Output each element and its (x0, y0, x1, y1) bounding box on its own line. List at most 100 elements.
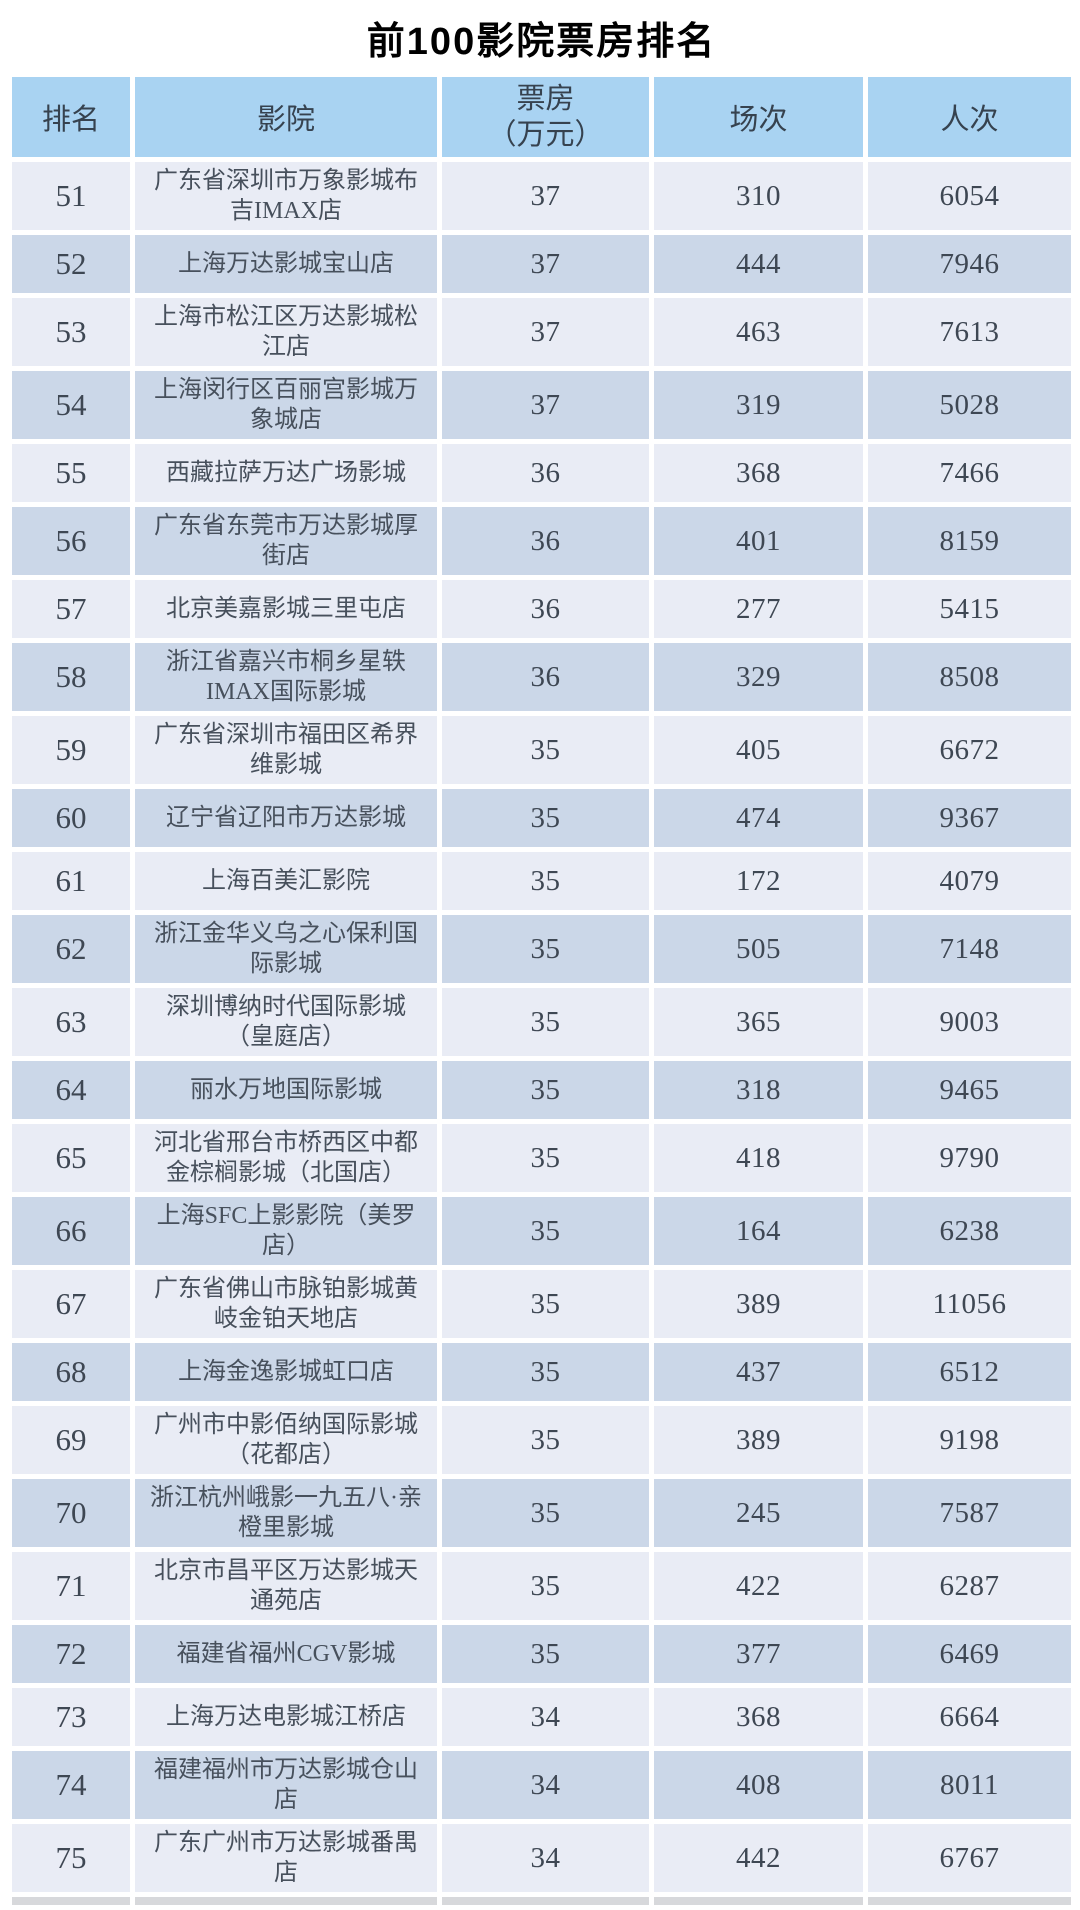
cinema-cell: 上海市松江区万达影城松江店 (135, 298, 437, 366)
cinema-cell: 河北省邢台市桥西区中都金棕榈影城（北国店） (135, 1124, 437, 1192)
cinema-cell: 广东省东莞市万达影城厚街店 (135, 507, 437, 575)
sessions-cell: 389 (654, 1406, 863, 1474)
cinema-cell: 上海闵行区百丽宫影城万象城店 (135, 371, 437, 439)
sessions-cell: 401 (654, 507, 863, 575)
cinema-cell: 上海SFC上影影院（美罗店） (135, 1197, 437, 1265)
cinema-cell: 广东广州市万达影城番禺店 (135, 1824, 437, 1892)
boxoffice-cell: 35 (442, 1406, 649, 1474)
cinema-cell: 辽宁省辽阳市万达影城 (135, 789, 437, 847)
header-row: 排名 影院 票房 （万元） 场次 人次 (12, 77, 1071, 157)
boxoffice-cell: 35 (442, 1343, 649, 1401)
admissions-cell: 9198 (868, 1406, 1071, 1474)
table-row: 70 浙江杭州峨影一九五八·亲橙里影城 35 245 7587 (12, 1479, 1071, 1547)
boxoffice-cell: 35 (442, 915, 649, 983)
cutoff-next-row (12, 1897, 1071, 1905)
cinema-cell: 广东省佛山市脉铂影城黄岐金铂天地店 (135, 1270, 437, 1338)
rank-cell: 64 (12, 1061, 130, 1119)
cinema-cell: 上海万达影城宝山店 (135, 235, 437, 293)
admissions-cell: 9003 (868, 988, 1071, 1056)
page-title: 前100影院票房排名 (366, 21, 717, 63)
table-row: 51 广东省深圳市万象影城布吉IMAX店 37 310 6054 (12, 162, 1071, 230)
col-header-boxoffice: 票房 （万元） (442, 77, 649, 157)
admissions-cell: 7946 (868, 235, 1071, 293)
admissions-cell: 6664 (868, 1688, 1071, 1746)
admissions-cell: 6672 (868, 716, 1071, 784)
cinema-cell: 西藏拉萨万达广场影城 (135, 444, 437, 502)
table-row: 62 浙江金华义乌之心保利国际影城 35 505 7148 (12, 915, 1071, 983)
admissions-cell: 5415 (868, 580, 1071, 638)
cinema-cell: 上海金逸影城虹口店 (135, 1343, 437, 1401)
boxoffice-cell: 34 (442, 1688, 649, 1746)
admissions-cell: 11056 (868, 1270, 1071, 1338)
table-row: 72 福建省福州CGV影城 35 377 6469 (12, 1625, 1071, 1683)
admissions-cell: 7148 (868, 915, 1071, 983)
table-row: 54 上海闵行区百丽宫影城万象城店 37 319 5028 (12, 371, 1071, 439)
boxoffice-cell: 34 (442, 1751, 649, 1819)
boxoffice-cell: 35 (442, 1552, 649, 1620)
boxoffice-cell: 37 (442, 162, 649, 230)
table-row: 67 广东省佛山市脉铂影城黄岐金铂天地店 35 389 11056 (12, 1270, 1071, 1338)
sessions-cell: 474 (654, 789, 863, 847)
sessions-cell: 245 (654, 1479, 863, 1547)
sessions-cell: 405 (654, 716, 863, 784)
boxoffice-cell: 36 (442, 444, 649, 502)
table-row: 68 上海金逸影城虹口店 35 437 6512 (12, 1343, 1071, 1401)
admissions-cell: 8159 (868, 507, 1071, 575)
boxoffice-cell: 36 (442, 580, 649, 638)
col-header-sessions: 场次 (654, 77, 863, 157)
cinema-cell: 福建福州市万达影城仓山店 (135, 1751, 437, 1819)
col-header-rank: 排名 (12, 77, 130, 157)
admissions-cell: 8011 (868, 1751, 1071, 1819)
rank-cell: 52 (12, 235, 130, 293)
cinema-cell: 浙江金华义乌之心保利国际影城 (135, 915, 437, 983)
cutoff-cell (868, 1897, 1071, 1905)
admissions-cell: 9367 (868, 789, 1071, 847)
sessions-cell: 437 (654, 1343, 863, 1401)
table-row: 60 辽宁省辽阳市万达影城 35 474 9367 (12, 789, 1071, 847)
table-row: 56 广东省东莞市万达影城厚街店 36 401 8159 (12, 507, 1071, 575)
cutoff-cell (654, 1897, 863, 1905)
sessions-cell: 408 (654, 1751, 863, 1819)
table-row: 69 广州市中影佰纳国际影城（花都店） 35 389 9198 (12, 1406, 1071, 1474)
boxoffice-cell: 35 (442, 1124, 649, 1192)
rank-cell: 72 (12, 1625, 130, 1683)
rank-cell: 62 (12, 915, 130, 983)
rank-cell: 71 (12, 1552, 130, 1620)
boxoffice-cell: 35 (442, 1061, 649, 1119)
rank-cell: 54 (12, 371, 130, 439)
rank-cell: 51 (12, 162, 130, 230)
admissions-cell: 7613 (868, 298, 1071, 366)
cutoff-cell (442, 1897, 649, 1905)
boxoffice-cell: 37 (442, 371, 649, 439)
admissions-cell: 7587 (868, 1479, 1071, 1547)
sessions-cell: 368 (654, 444, 863, 502)
boxoffice-cell: 36 (442, 643, 649, 711)
sessions-cell: 463 (654, 298, 863, 366)
table-row: 74 福建福州市万达影城仓山店 34 408 8011 (12, 1751, 1071, 1819)
rank-cell: 56 (12, 507, 130, 575)
cinema-cell: 广东省深圳市万象影城布吉IMAX店 (135, 162, 437, 230)
cinema-cell: 北京美嘉影城三里屯店 (135, 580, 437, 638)
cinema-cell: 丽水万地国际影城 (135, 1061, 437, 1119)
cinema-cell: 上海万达电影城江桥店 (135, 1688, 437, 1746)
admissions-cell: 6767 (868, 1824, 1071, 1892)
cinema-cell: 北京市昌平区万达影城天通苑店 (135, 1552, 437, 1620)
sessions-cell: 164 (654, 1197, 863, 1265)
boxoffice-cell: 35 (442, 988, 649, 1056)
boxoffice-cell: 37 (442, 235, 649, 293)
admissions-cell: 7466 (868, 444, 1071, 502)
table-body: 51 广东省深圳市万象影城布吉IMAX店 37 310 6054 52 上海万达… (12, 162, 1071, 1892)
sessions-cell: 444 (654, 235, 863, 293)
rank-cell: 75 (12, 1824, 130, 1892)
boxoffice-cell: 34 (442, 1824, 649, 1892)
sessions-cell: 318 (654, 1061, 863, 1119)
sessions-cell: 389 (654, 1270, 863, 1338)
boxoffice-cell: 37 (442, 298, 649, 366)
boxoffice-cell: 35 (442, 1625, 649, 1683)
boxoffice-cell: 36 (442, 507, 649, 575)
rank-cell: 58 (12, 643, 130, 711)
sessions-cell: 365 (654, 988, 863, 1056)
admissions-cell: 4079 (868, 852, 1071, 910)
boxoffice-cell: 35 (442, 789, 649, 847)
